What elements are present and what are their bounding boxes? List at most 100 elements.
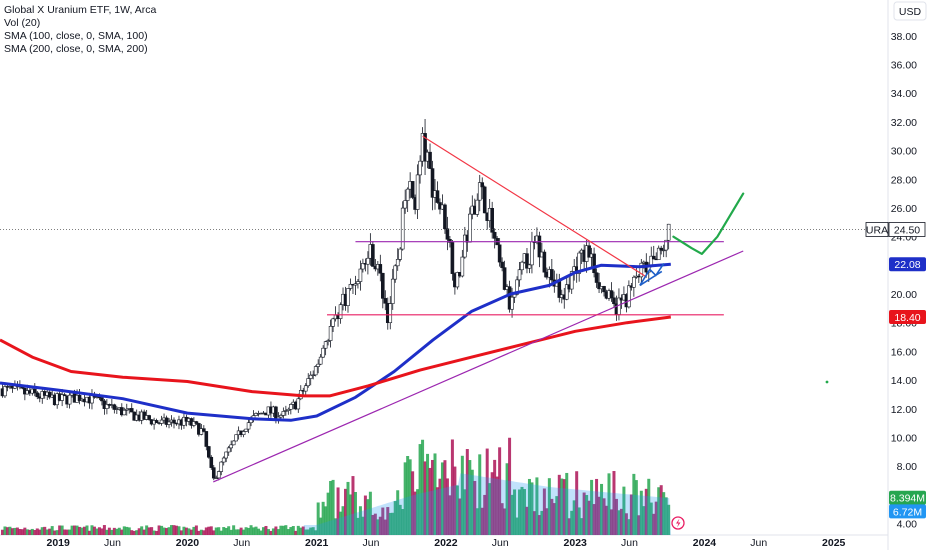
price-tag-value: 8.394M xyxy=(890,493,925,505)
candle-body xyxy=(154,420,159,424)
volume-bar xyxy=(45,529,49,535)
volume-bar xyxy=(411,471,415,535)
y-tick-label: 32.00 xyxy=(891,117,917,129)
y-tick-label: 10.00 xyxy=(891,432,917,444)
volume-bar xyxy=(264,525,268,535)
candle-body xyxy=(224,451,229,459)
volume-bar xyxy=(172,525,176,535)
y-tick-label: 8.00 xyxy=(897,461,918,473)
legend-title[interactable]: Global X Uranium ETF, 1W, Arca xyxy=(4,4,157,16)
volume-bar xyxy=(78,526,82,535)
volume-bar xyxy=(356,517,360,535)
volume-bar xyxy=(505,463,509,535)
volume-bar xyxy=(73,525,77,535)
volume-bar xyxy=(254,526,258,535)
volume-bar xyxy=(483,494,487,535)
volume-bar xyxy=(353,491,357,535)
candle-body xyxy=(289,404,293,410)
candle-body xyxy=(47,391,52,398)
volume-bar xyxy=(475,508,479,535)
y-tick-label: 16.00 xyxy=(891,346,917,358)
legend-volume[interactable]: Vol (20) xyxy=(4,17,41,29)
candle-body xyxy=(468,213,472,243)
currency-label: USD xyxy=(899,6,922,18)
time-axis[interactable]: 2019 Jun 2020 Jun 2021 Jun 2022 Jun 2023 Jun 2024 J… xyxy=(46,537,845,549)
volume-bar xyxy=(403,462,407,535)
volume-bar xyxy=(222,527,226,535)
legend-sma-200[interactable]: SMA (200, close, 0, SMA, 200) xyxy=(4,43,148,55)
candle-body xyxy=(323,341,328,349)
volume-bar xyxy=(25,529,29,535)
volume-bar xyxy=(498,447,502,535)
volume-bar xyxy=(167,527,171,535)
volume-bar xyxy=(582,492,586,535)
volume-bar xyxy=(28,529,32,535)
volume-bar xyxy=(100,528,104,535)
candle-body xyxy=(388,303,393,324)
volume-bar xyxy=(408,459,412,535)
candle-body xyxy=(612,297,616,305)
volume-bar xyxy=(63,529,67,535)
volume-bar xyxy=(336,487,340,535)
volume-bar xyxy=(160,525,164,535)
volume-bar xyxy=(177,526,181,535)
volume-bar xyxy=(619,508,623,535)
volume-bars xyxy=(0,437,671,535)
volume-bar xyxy=(38,529,42,535)
candle-body xyxy=(443,204,447,230)
candle-body xyxy=(100,397,104,402)
candle-body xyxy=(129,408,134,413)
volume-bar xyxy=(426,453,430,535)
candle-body xyxy=(435,190,440,203)
volume-bar xyxy=(406,456,410,535)
y-tick-label: 4.00 xyxy=(897,519,918,531)
volume-bar xyxy=(306,529,310,535)
x-tick-label: 2022 xyxy=(434,537,458,549)
candle-body xyxy=(303,385,308,392)
x-tick-label: 2019 xyxy=(46,537,70,549)
volume-bar xyxy=(587,500,591,535)
candle-body xyxy=(527,264,532,269)
volume-bar xyxy=(383,519,387,535)
volume-bar xyxy=(614,498,618,535)
volume-bar xyxy=(58,525,62,535)
candle-body xyxy=(463,234,467,258)
volume-bar xyxy=(92,526,96,535)
volume-bar xyxy=(560,478,564,535)
volume-bar xyxy=(132,530,136,535)
volume-bar xyxy=(595,478,599,535)
volume-bar xyxy=(83,526,87,535)
volume-bar xyxy=(314,530,318,535)
y-tick-label: 30.00 xyxy=(891,146,917,158)
flash-icon[interactable] xyxy=(671,516,685,530)
candle-body xyxy=(381,272,385,299)
volume-bar xyxy=(184,527,188,535)
volume-bar xyxy=(326,492,330,535)
price-tag-box xyxy=(889,490,926,505)
volume-bar xyxy=(652,513,656,535)
legend-sma-100[interactable]: SMA (100, close, 0, SMA, 100) xyxy=(4,30,148,42)
volume-bar xyxy=(217,527,221,535)
volume-bar xyxy=(348,494,352,535)
volume-bar xyxy=(197,530,201,535)
volume-bar xyxy=(155,530,159,535)
volume-bar xyxy=(565,472,569,535)
volume-bar xyxy=(401,509,405,535)
candle-body xyxy=(550,269,554,281)
price-tag-value: 18.40 xyxy=(894,312,920,324)
volume-bar xyxy=(140,526,144,535)
volume-bar xyxy=(0,529,4,535)
currency-box[interactable]: USD xyxy=(893,1,927,21)
candle-body xyxy=(164,417,169,425)
candle-body xyxy=(321,347,325,358)
volume-bar xyxy=(530,482,534,535)
volume-bar xyxy=(453,466,457,535)
volume-bar xyxy=(189,529,193,535)
candle-body xyxy=(569,271,574,290)
volume-bar xyxy=(261,527,265,535)
volume-bar xyxy=(316,502,320,535)
x-tick-label: Jun xyxy=(621,537,638,549)
y-tick-label: 38.00 xyxy=(891,31,917,43)
candle-body xyxy=(594,272,599,283)
